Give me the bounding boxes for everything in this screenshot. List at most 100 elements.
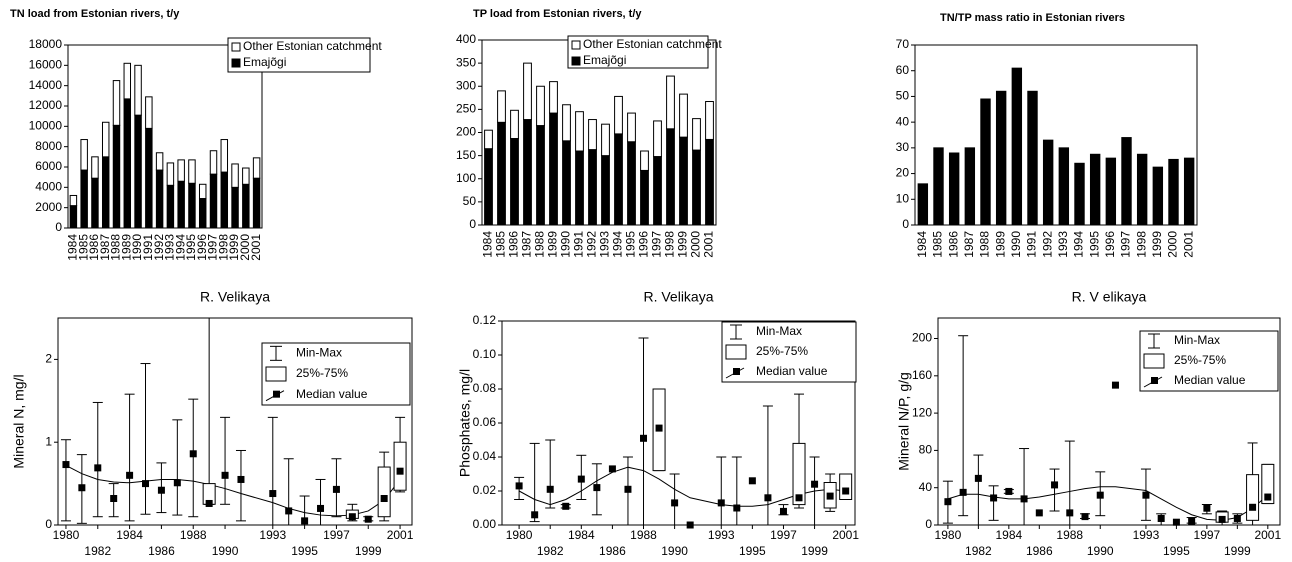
x-tick-label: 1999 bbox=[227, 234, 241, 261]
x-tick-label: 1992 bbox=[1040, 231, 1054, 258]
y-tick-label: 18000 bbox=[29, 37, 63, 51]
x-tick-label: 1986 bbox=[599, 544, 626, 558]
bar bbox=[1089, 153, 1101, 226]
bar-segment bbox=[252, 177, 261, 229]
x-tick-label: 1992 bbox=[585, 231, 599, 258]
bar-segment bbox=[484, 129, 493, 150]
median-marker bbox=[826, 492, 834, 500]
bar bbox=[1027, 90, 1038, 226]
median-marker bbox=[1096, 491, 1104, 499]
y-tick-label: 50 bbox=[896, 89, 910, 103]
y-tick-label: 200 bbox=[456, 125, 476, 139]
y-tick-label: 100 bbox=[456, 171, 476, 185]
bar-segment bbox=[134, 64, 142, 116]
bar-segment bbox=[242, 167, 250, 185]
legend-label: 25%-75% bbox=[1174, 353, 1226, 367]
bar-segment bbox=[705, 138, 714, 226]
x-tick-label: 1985 bbox=[931, 231, 945, 258]
chart-title: TN/TP mass ratio in Estonian rivers bbox=[940, 12, 1125, 24]
legend-label: Median value bbox=[756, 364, 828, 378]
x-tick-label: 2001 bbox=[1181, 231, 1195, 258]
legend-swatch bbox=[231, 58, 241, 68]
median-marker bbox=[205, 499, 213, 507]
x-tick-label: 1999 bbox=[676, 231, 690, 258]
y-tick-label: 160 bbox=[912, 368, 932, 382]
x-tick-label: 1987 bbox=[98, 234, 112, 261]
median-marker bbox=[78, 484, 86, 492]
bar bbox=[1105, 157, 1117, 226]
median-marker bbox=[515, 482, 523, 490]
median-marker bbox=[717, 499, 725, 507]
bar-segment bbox=[614, 133, 623, 226]
x-tick-label: 1993 bbox=[259, 528, 286, 542]
x-tick-label: 1994 bbox=[1072, 231, 1086, 258]
median-marker bbox=[1005, 487, 1013, 495]
bar-segment bbox=[177, 180, 185, 229]
legend-swatch bbox=[231, 42, 241, 52]
median-marker bbox=[1051, 481, 1059, 489]
y-tick-label: 350 bbox=[456, 55, 476, 69]
plot-frame bbox=[67, 44, 263, 229]
x-tick-label: 1998 bbox=[1134, 231, 1148, 258]
x-tick-label: 2001 bbox=[1254, 528, 1281, 542]
y-tick-label: 0.08 bbox=[473, 381, 497, 395]
y-axis-label: Mineral N/P, g/g bbox=[896, 372, 912, 471]
median-marker bbox=[126, 471, 134, 479]
bar-segment bbox=[101, 121, 110, 158]
x-tick-label: 1994 bbox=[611, 231, 625, 258]
x-tick-label: 1997 bbox=[1119, 231, 1133, 258]
bar-segment bbox=[123, 98, 132, 229]
bar-segment bbox=[91, 156, 99, 179]
chart-title: R. Velikaya bbox=[200, 289, 270, 305]
x-tick-label: 1989 bbox=[546, 231, 560, 258]
y-tick-label: 200 bbox=[912, 331, 932, 345]
median-marker bbox=[237, 475, 245, 483]
chart-title: TP load from Estonian rivers, t/y bbox=[473, 8, 642, 20]
legend-icon bbox=[733, 368, 740, 375]
x-tick-label: 1990 bbox=[661, 544, 688, 558]
x-tick-label: 1984 bbox=[568, 528, 595, 542]
box bbox=[839, 473, 853, 500]
bar-segment bbox=[510, 138, 519, 226]
median-marker bbox=[1035, 509, 1043, 517]
bar-segment bbox=[575, 111, 584, 152]
bar-segment bbox=[198, 183, 207, 200]
median-marker bbox=[301, 517, 309, 525]
bar-segment bbox=[692, 118, 701, 151]
x-tick-label: 1996 bbox=[637, 231, 651, 258]
y-tick-label: 0.02 bbox=[473, 483, 497, 497]
bar-segment bbox=[692, 149, 701, 226]
bar-segment bbox=[145, 96, 153, 129]
x-tick-label: 1986 bbox=[946, 231, 960, 258]
x-tick-label: 1999 bbox=[1224, 544, 1251, 558]
x-tick-label: 1984 bbox=[116, 528, 143, 542]
fit-curve bbox=[65, 464, 401, 517]
median-marker bbox=[1142, 491, 1150, 499]
plot-frame bbox=[937, 317, 1281, 526]
median-marker bbox=[317, 504, 325, 512]
y-tick-label: 8000 bbox=[35, 139, 62, 153]
bar-segment bbox=[166, 162, 175, 186]
bar-segment bbox=[523, 119, 532, 226]
bar-segment bbox=[69, 205, 78, 229]
x-tick-label: 1986 bbox=[87, 234, 101, 261]
x-tick-label: 1980 bbox=[53, 528, 80, 542]
x-tick-label: 1998 bbox=[663, 231, 677, 258]
x-tick-label: 1997 bbox=[770, 528, 797, 542]
x-tick-label: 1982 bbox=[84, 544, 111, 558]
y-tick-label: 40 bbox=[919, 480, 933, 494]
x-tick-label: 1993 bbox=[708, 528, 735, 542]
bar-segment bbox=[666, 75, 675, 130]
y-tick-label: 14000 bbox=[29, 78, 63, 92]
y-tick-label: 0.00 bbox=[473, 517, 497, 531]
bar-segment bbox=[588, 149, 597, 226]
bar bbox=[933, 147, 944, 226]
box bbox=[1246, 474, 1260, 521]
median-marker bbox=[94, 464, 102, 472]
y-tick-label: 30 bbox=[896, 140, 910, 154]
median-marker bbox=[285, 507, 293, 515]
bar-segment bbox=[575, 150, 584, 226]
bar-segment bbox=[666, 128, 675, 226]
bar-segment bbox=[562, 140, 571, 226]
median-marker bbox=[1066, 509, 1074, 517]
